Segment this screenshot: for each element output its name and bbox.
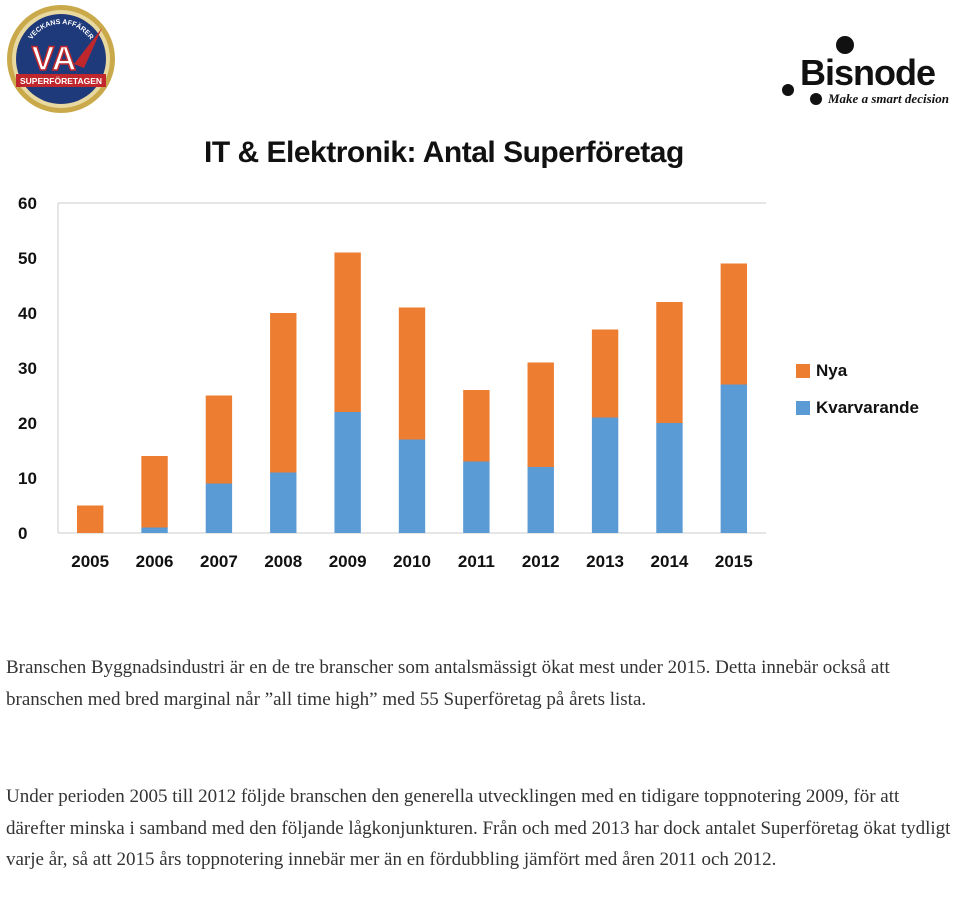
bar-nya-2005 — [76, 505, 104, 533]
paragraph-2: Under perioden 2005 till 2012 följde bra… — [6, 786, 951, 870]
y-tick-label: 10 — [18, 469, 37, 488]
bar-kvarvarande-2006 — [141, 527, 168, 533]
x-tick-label: 2006 — [136, 552, 174, 571]
x-tick-label: 2010 — [393, 552, 431, 571]
y-tick-label: 20 — [18, 414, 37, 433]
bisnode-logo-wordmark: Bisnode — [800, 52, 936, 93]
x-tick-label: 2015 — [715, 552, 753, 571]
x-axis: 2005 2006 2007 2008 2009 2010 2011 2012 2013 2014… — [58, 532, 766, 571]
x-tick-label: 2014 — [651, 552, 689, 571]
bisnode-logo-dot-large — [836, 36, 854, 54]
x-tick-label: 2007 — [200, 552, 238, 571]
legend-swatch-nya — [796, 363, 810, 378]
bar-nya-2013 — [591, 329, 619, 418]
bar-nya-2012 — [527, 362, 554, 467]
legend-label-nya: Nya — [816, 360, 848, 380]
bar-nya-2008 — [270, 313, 297, 473]
bisnode-logo-dot-small — [782, 84, 794, 96]
bar-nya-2014 — [656, 302, 683, 423]
y-tick-label: 50 — [18, 249, 37, 268]
bar-kvarvarande-2014 — [656, 423, 683, 533]
bar-kvarvarande-2008 — [270, 472, 297, 533]
y-tick-label: 0 — [18, 524, 27, 543]
bar-nya-2010 — [398, 307, 426, 440]
chart-title: IT & Elektronik: Antal Superföretag — [204, 136, 684, 169]
bar-nya-2011 — [463, 390, 490, 462]
superforetagen-badge-logo: VECKANS AFFÄRER VA SUPERFÖRETAGEN — [7, 5, 115, 113]
bisnode-tagline-dot — [810, 93, 822, 105]
y-tick-label: 40 — [18, 304, 37, 323]
x-tick-label: 2011 — [458, 552, 495, 571]
x-tick-label: 2009 — [329, 552, 367, 571]
bar-kvarvarande-2009 — [334, 412, 361, 533]
bar-series — [76, 252, 748, 533]
y-axis: 0 10 20 30 40 50 60 — [18, 194, 766, 543]
bar-nya-2006 — [141, 456, 168, 528]
x-tick-label: 2013 — [586, 552, 624, 571]
bar-kvarvarande-2010 — [398, 439, 426, 533]
badge-bottom-text: SUPERFÖRETAGEN — [20, 76, 102, 86]
legend-label-kvarvarande: Kvarvarande — [816, 397, 920, 417]
bar-nya-2009 — [334, 252, 361, 412]
legend-swatch-kvarvarande — [796, 400, 810, 415]
bar-kvarvarande-2012 — [527, 467, 554, 533]
x-tick-label: 2012 — [522, 552, 560, 571]
x-tick-label: 2008 — [264, 552, 302, 571]
legend-item-kvarvarande: Kvarvarande — [796, 389, 919, 426]
badge-initials: VA — [32, 40, 77, 78]
bar-kvarvarande-2015 — [720, 384, 748, 533]
y-tick-label: 30 — [18, 359, 37, 378]
x-tick-label: 2005 — [71, 552, 109, 571]
legend-item-nya: Nya — [796, 352, 919, 389]
bar-kvarvarande-2007 — [205, 483, 233, 533]
bisnode-tagline: Make a smart decision — [828, 91, 949, 106]
y-tick-label: 60 — [18, 194, 37, 213]
bar-kvarvarande-2011 — [463, 461, 490, 533]
paragraph-1: Branschen Byggnadsindustri är en de tre … — [6, 657, 890, 710]
bar-kvarvarande-2013 — [591, 417, 619, 533]
bar-nya-2007 — [205, 395, 233, 484]
chart-legend: Nya Kvarvarande — [796, 352, 919, 426]
bar-nya-2015 — [720, 263, 748, 385]
